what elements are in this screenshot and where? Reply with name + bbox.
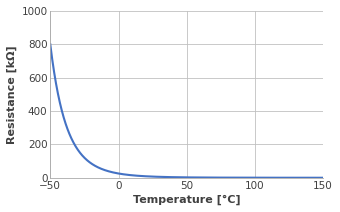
Y-axis label: Resistance [kΩ]: Resistance [kΩ]	[7, 45, 17, 144]
X-axis label: Temperature [°C]: Temperature [°C]	[133, 195, 240, 205]
